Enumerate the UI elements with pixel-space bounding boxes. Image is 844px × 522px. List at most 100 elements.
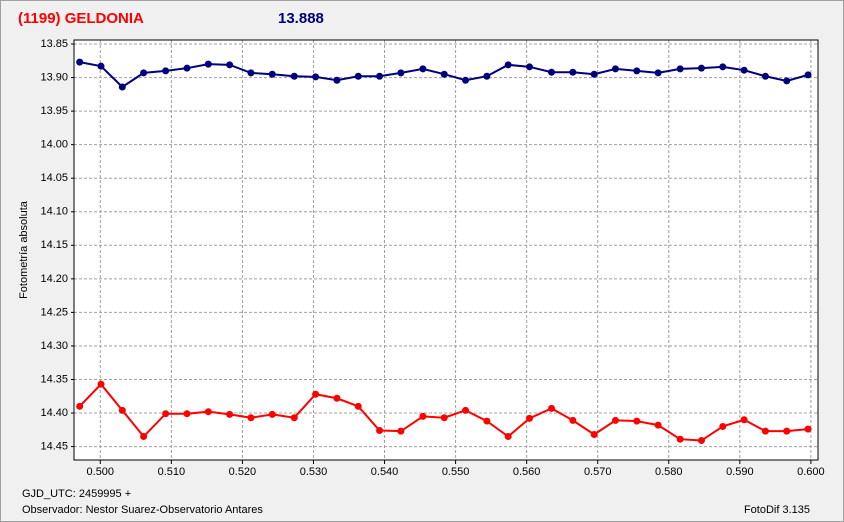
y-tick-label: 14.25 (40, 306, 68, 318)
data-point (440, 70, 448, 78)
data-point (419, 412, 427, 420)
data-point (376, 72, 384, 80)
data-point (247, 414, 255, 422)
x-note: GJD_UTC: 2459995 + (22, 488, 131, 500)
data-point (312, 390, 320, 398)
y-tick-label: 14.05 (40, 172, 68, 184)
data-point (569, 416, 577, 424)
data-point (162, 410, 170, 418)
data-point (376, 426, 384, 434)
data-point (783, 427, 791, 435)
x-tick-label: 0.520 (229, 466, 257, 478)
data-point (611, 416, 619, 424)
y-tick-label: 13.90 (40, 71, 68, 83)
x-tick-label: 0.590 (726, 466, 754, 478)
data-point (740, 416, 748, 424)
x-tick-label: 0.510 (158, 466, 186, 478)
y-tick-label: 14.15 (40, 239, 68, 251)
y-tick-label: 14.30 (40, 340, 68, 352)
data-point (569, 68, 577, 76)
data-point (397, 427, 405, 435)
data-point (118, 83, 126, 91)
data-point (804, 71, 812, 79)
data-point (333, 394, 341, 402)
data-point (676, 65, 684, 73)
data-point (611, 65, 619, 73)
plot-border (73, 39, 819, 461)
data-point (204, 408, 212, 416)
y-tick-label: 13.95 (40, 105, 68, 117)
chart-subtitle: 13.888 (278, 10, 324, 27)
data-point (333, 76, 341, 84)
data-point (97, 62, 105, 70)
data-point (204, 60, 212, 68)
data-point (140, 69, 148, 77)
x-tick-label: 0.570 (584, 466, 612, 478)
data-point (804, 425, 812, 433)
data-point (440, 414, 448, 422)
data-point (761, 427, 769, 435)
data-point (226, 410, 234, 418)
data-point (697, 437, 705, 445)
data-point (676, 435, 684, 443)
data-point (525, 414, 533, 422)
data-point (654, 69, 662, 77)
data-point (462, 76, 470, 84)
data-point (268, 410, 276, 418)
data-point (419, 65, 427, 73)
data-point (183, 410, 191, 418)
x-tick-label: 0.500 (87, 466, 115, 478)
data-point (76, 402, 84, 410)
y-tick-label: 14.00 (40, 139, 68, 151)
data-point (354, 72, 362, 80)
data-point (268, 70, 276, 78)
data-point (697, 64, 705, 72)
data-point (590, 431, 598, 439)
data-point (140, 433, 148, 441)
x-tick-label: 0.550 (442, 466, 470, 478)
data-point (462, 406, 470, 414)
y-tick-label: 13.85 (40, 38, 68, 50)
data-point (290, 414, 298, 422)
data-point (633, 417, 641, 425)
y-tick-label: 14.40 (40, 407, 68, 419)
y-tick-label: 14.20 (40, 273, 68, 285)
data-point (740, 66, 748, 74)
data-point (354, 402, 362, 410)
data-point (397, 69, 405, 77)
data-point (504, 433, 512, 441)
data-point (76, 58, 84, 66)
data-point (548, 68, 556, 76)
data-point (247, 69, 255, 77)
data-point (118, 406, 126, 414)
data-point (761, 72, 769, 80)
data-point (483, 72, 491, 80)
data-point (504, 61, 512, 69)
x-tick-label: 0.580 (655, 466, 683, 478)
x-tick-label: 0.560 (513, 466, 541, 478)
data-point (483, 417, 491, 425)
data-point (97, 380, 105, 388)
data-point (783, 77, 791, 85)
plot-area (74, 40, 818, 460)
y-tick-label: 14.10 (40, 206, 68, 218)
data-point (654, 421, 662, 429)
x-tick-label: 0.530 (300, 466, 328, 478)
data-point (633, 67, 641, 75)
data-point (525, 63, 533, 71)
chart-title: (1199) GELDONIA (18, 10, 144, 27)
data-point (719, 422, 727, 430)
software: FotoDif 3.135 (744, 504, 810, 516)
data-point (312, 73, 320, 81)
observer: Observador: Nestor Suarez-Observatorio A… (22, 504, 263, 516)
data-point (226, 61, 234, 69)
y-tick-label: 14.45 (40, 440, 68, 452)
data-point (590, 70, 598, 78)
data-point (719, 63, 727, 71)
y-tick-label: 14.35 (40, 373, 68, 385)
y-axis-label: Fotometría absoluta (18, 200, 30, 299)
data-point (290, 72, 298, 80)
x-tick-label: 0.540 (371, 466, 399, 478)
